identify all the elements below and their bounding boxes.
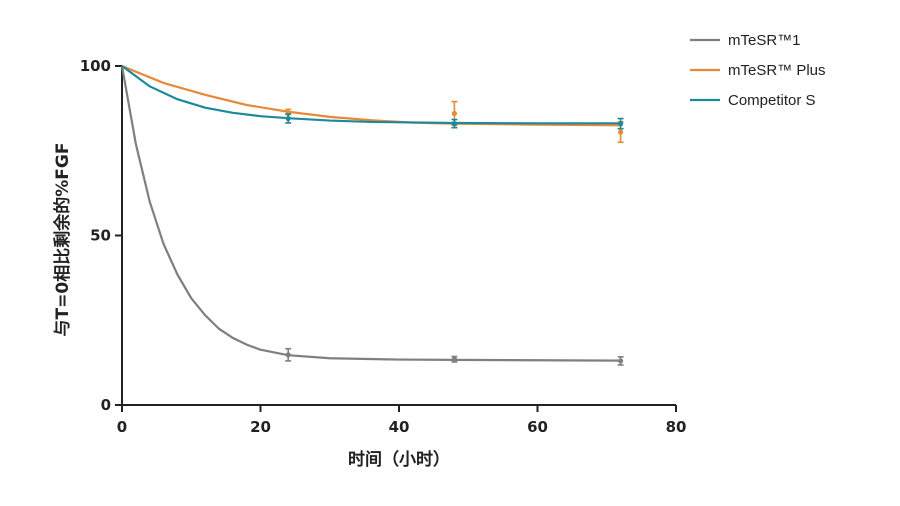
- axis-ticks: 0 20 40 60 80 0 50 100: [80, 57, 687, 436]
- x-tick-label: 20: [250, 418, 271, 436]
- chart-legend: mTeSR™1 mTeSR™ Plus Competitor S: [690, 32, 826, 109]
- data-point: [618, 129, 624, 135]
- series-line-2: [121, 65, 621, 125]
- data-point: [451, 121, 457, 127]
- data-point: [618, 358, 624, 364]
- data-point: [285, 352, 291, 358]
- series-curves: [120, 64, 621, 362]
- x-tick-label: 0: [117, 418, 127, 436]
- x-tick-label: 60: [527, 418, 548, 436]
- y-tick-label: 50: [90, 227, 111, 245]
- data-point: [451, 110, 457, 117]
- y-tick-label: 100: [80, 57, 111, 75]
- series-line-1: [121, 64, 621, 127]
- x-axis-title: 时间（小时）: [348, 449, 450, 470]
- legend-label: mTeSR™ Plus: [728, 62, 826, 79]
- chart-axes: [121, 66, 676, 406]
- series-line-0: [120, 65, 621, 362]
- legend-label: Competitor S: [728, 92, 816, 109]
- data-point: [451, 356, 457, 362]
- legend-label: mTeSR™1: [728, 32, 801, 49]
- data-point: [618, 121, 624, 127]
- series-points: [285, 100, 624, 366]
- y-tick-label: 0: [101, 396, 111, 414]
- x-tick-label: 40: [389, 418, 410, 436]
- data-point: [285, 115, 291, 122]
- y-axis-title: 与T=0相比剩余的%FGF: [52, 143, 73, 337]
- x-tick-label: 80: [666, 418, 687, 436]
